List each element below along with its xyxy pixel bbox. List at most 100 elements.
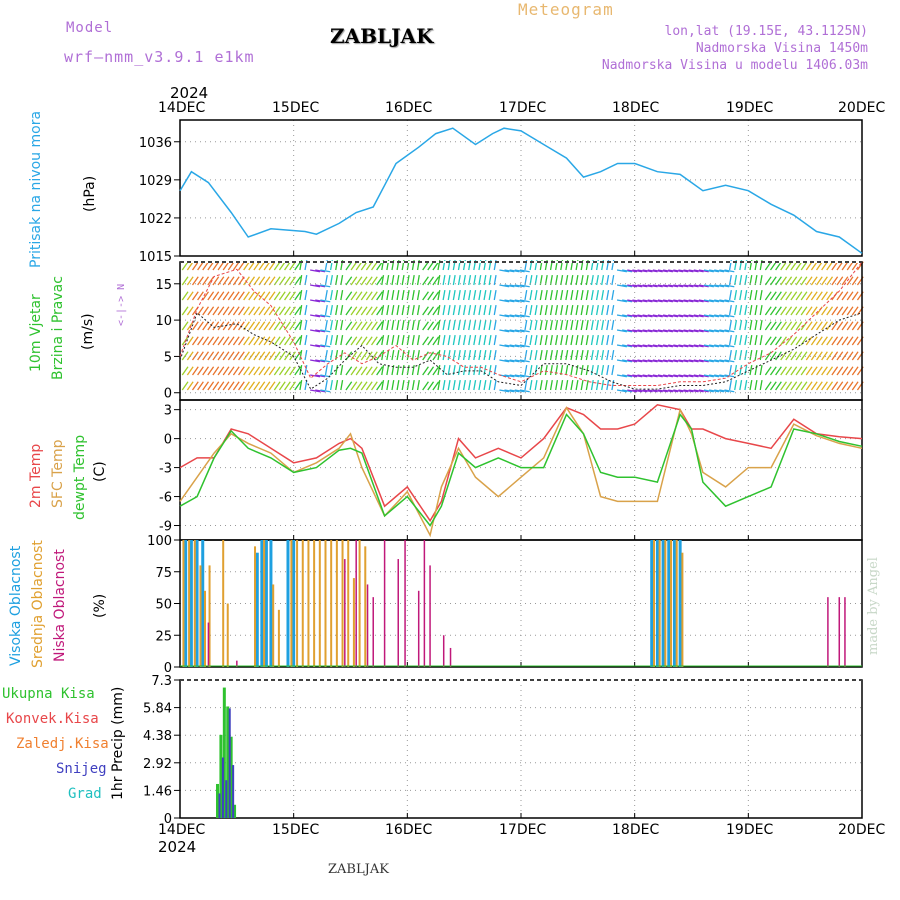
wind-barb <box>381 290 385 301</box>
mid-cloud-bar <box>222 540 225 667</box>
wind-barb <box>810 276 818 286</box>
cloud-ytick-label: 75 <box>155 566 172 581</box>
low-cloud-bar <box>827 597 829 667</box>
wind-barb <box>703 284 714 288</box>
wind-barb <box>376 321 383 331</box>
wind-barb <box>657 359 668 363</box>
wind-barb <box>805 291 813 301</box>
model-elevation-text: Nadmorska Visina u modelu 1406.03m <box>601 58 868 73</box>
wind-barb <box>514 374 525 378</box>
wind-barb <box>493 335 497 346</box>
wind-barb <box>668 359 679 363</box>
mid-cloud-bar <box>199 565 202 667</box>
wind-barb <box>616 269 628 273</box>
wind-barb <box>642 344 653 348</box>
wind-barb <box>478 380 482 391</box>
wind-barb <box>483 380 487 391</box>
wind-barb <box>432 366 440 376</box>
wind-barb <box>652 389 663 393</box>
year-label-bottom: 2024 <box>158 838 197 856</box>
temperature-panel: -9 -6 -3 0 3 <box>159 399 863 541</box>
wind-barb <box>637 314 648 318</box>
wind-barb <box>406 335 410 346</box>
precip-legend-conv: Konvek.Kisa <box>6 711 99 727</box>
wind-barb <box>191 276 199 286</box>
wind-barb <box>478 365 482 376</box>
wind-barb <box>186 381 194 391</box>
wind-barb <box>688 389 699 393</box>
wind-barb <box>805 321 813 331</box>
wind-barb <box>227 306 235 316</box>
wind-barb <box>795 336 803 346</box>
wind-barb <box>432 261 440 271</box>
wind-barb <box>769 351 777 361</box>
wind-barb <box>524 320 528 331</box>
wind-barb <box>739 365 743 376</box>
wind-barb <box>831 321 839 331</box>
wind-barb <box>534 365 538 376</box>
wind-barb <box>662 359 674 363</box>
wind-barb <box>320 389 331 393</box>
wind-barb <box>345 336 353 346</box>
wind-barb <box>278 321 286 331</box>
wind-barb <box>627 284 638 288</box>
wind-barb <box>278 336 286 346</box>
wind-barb <box>754 380 758 391</box>
wind-barb <box>442 305 446 316</box>
wind-barb <box>816 261 823 271</box>
wind-barb <box>488 380 492 391</box>
wind-barb <box>345 291 353 301</box>
high-cloud-bar <box>667 540 671 667</box>
wind-barb <box>622 299 633 303</box>
wind-barb <box>442 320 446 331</box>
wind-barb <box>749 320 753 331</box>
wind-barb <box>570 350 574 361</box>
wind-barb <box>350 261 358 271</box>
wind-barb <box>350 276 358 286</box>
wind-barb <box>836 366 844 376</box>
wind-barb <box>278 291 286 301</box>
wind-barb <box>698 329 709 333</box>
wind-barb <box>632 344 643 348</box>
mid-cloud-bar <box>358 540 361 667</box>
mid-cloud-bar <box>324 540 327 667</box>
high-cloud-bar <box>286 540 290 667</box>
wind-barb <box>222 366 230 376</box>
cloud-ytick-label: 0 <box>164 661 172 676</box>
wind-barb <box>611 320 615 331</box>
wind-barb <box>468 380 472 391</box>
wind-barb <box>370 381 378 391</box>
wind-barb <box>841 321 849 331</box>
wind-barb <box>447 335 451 346</box>
wind-barb <box>473 305 477 316</box>
wind-barb <box>411 350 415 361</box>
wind-barb <box>790 366 798 376</box>
wind-barb <box>769 291 777 301</box>
wind-barb <box>360 381 368 391</box>
wind-barb <box>499 269 510 273</box>
wind-barb <box>734 320 738 331</box>
wind-barb <box>360 261 368 271</box>
wind-barb <box>253 351 261 361</box>
wind-barb <box>207 381 215 391</box>
wind-barb <box>637 269 648 273</box>
wind-barb <box>816 276 823 286</box>
wind-barb <box>462 335 466 346</box>
wind-barb <box>683 359 694 363</box>
mid-cloud-bar <box>675 540 678 667</box>
wind-barb <box>360 351 368 361</box>
wind-barb <box>181 291 189 301</box>
year-label-top: 2024 <box>170 84 209 102</box>
wind-barb <box>263 321 271 331</box>
wind-barb <box>698 269 709 273</box>
high-cloud-bar <box>292 540 296 667</box>
wind-barb <box>622 389 633 393</box>
wind-barb <box>432 351 440 361</box>
wind-barb <box>627 374 638 378</box>
wind-barb <box>846 276 854 286</box>
wind-barb <box>483 275 487 286</box>
wind-barb <box>232 306 240 316</box>
wind-barb <box>810 336 818 346</box>
high-cloud-bar <box>189 540 193 667</box>
wind-barb <box>310 359 321 363</box>
